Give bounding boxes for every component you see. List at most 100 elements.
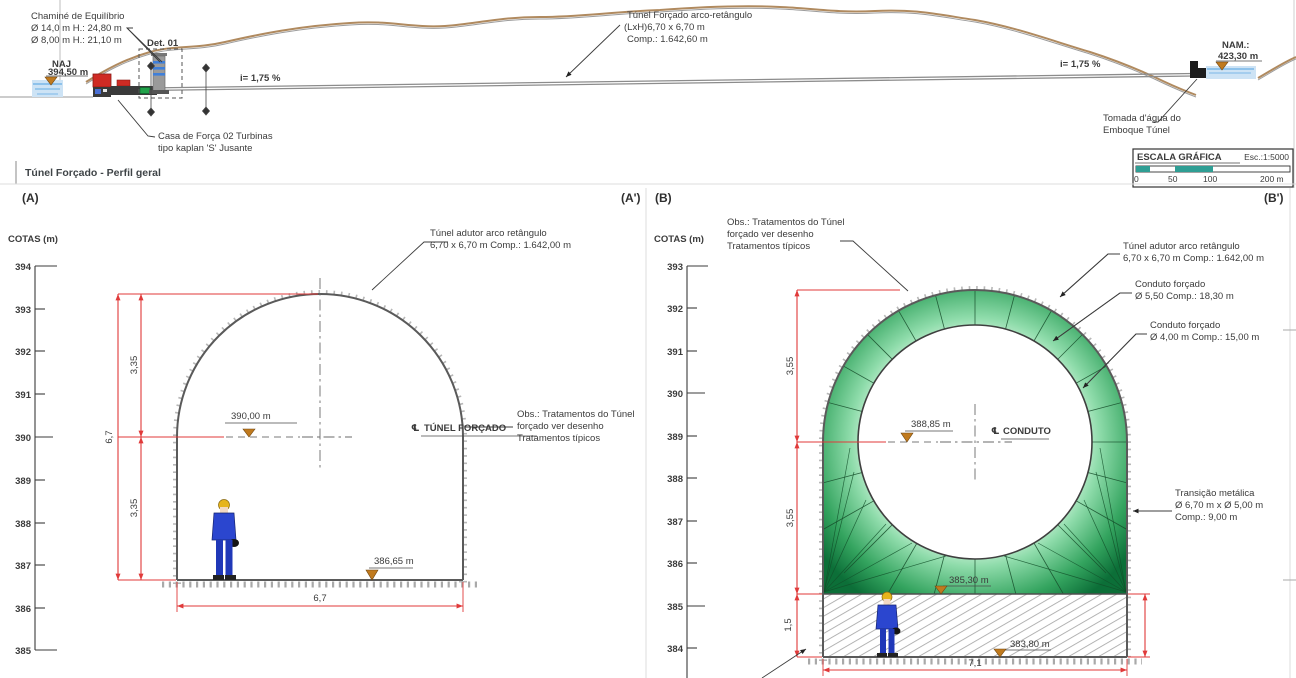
elev-b-floor: 383,80 m — [1010, 639, 1050, 650]
section-a-header: (A) — [22, 191, 39, 205]
tunnel-outline-b — [808, 286, 1142, 665]
elev-b-green: 385,30 m — [949, 575, 989, 586]
elev-a-floor: 386,65 m — [374, 556, 414, 567]
dim-a-width: 6,7 — [313, 593, 326, 604]
labels-a: Túnel adutor arco retângulo 6,70 x 6,70 … — [371, 228, 635, 444]
powerhouse-line1: Casa de Força 02 Turbinas — [158, 131, 273, 142]
bottom-left-leader — [761, 648, 807, 678]
survey-markers — [146, 61, 211, 117]
intake-block — [1190, 61, 1206, 78]
concrete-fill-hatch — [824, 594, 1126, 657]
elev-a-center: 390,00 m — [231, 411, 271, 422]
tunnel-a-label2: 6,70 x 6,70 m Comp.: 1.642,00 m — [430, 240, 571, 251]
cl-symbol-b: ℄ — [991, 426, 1000, 437]
obs-a-line2: forçado ver desenho — [517, 421, 604, 432]
cota-a-393: 393 — [15, 305, 31, 316]
cota-a-385: 385 — [15, 646, 32, 657]
elev-38885-marker — [900, 432, 914, 443]
powerhouse-line2: tipo kaplan 'S' Jusante — [158, 143, 252, 154]
cotas-axis-a: COTAS (m) 394 393 392 391 390 389 388 38… — [8, 234, 58, 657]
tunnel-alignment — [0, 72, 1195, 98]
naj-label: NAJ — [52, 59, 71, 70]
dim-a-lower: 3,35 — [129, 499, 140, 518]
tailwater-naj: NAJ 394,50 m — [32, 59, 88, 97]
conduto1-line1: Conduto forçado — [1135, 279, 1205, 290]
tunnel-a-leader — [371, 241, 448, 291]
profile-view: NAJ 394,50 m Det. 01 — [0, 0, 1296, 188]
scale-segment — [1136, 166, 1150, 172]
centerline-a: 390,00 m ℄ TÚNEL FORÇADO 386,65 m — [225, 278, 537, 581]
dim-b-fill: 1,5 — [783, 618, 794, 631]
dimensions-b: 3,55 3,55 1,5 7,1 — [783, 289, 1150, 676]
section-b-header: (B) — [655, 191, 672, 205]
cota-b-384: 384 — [667, 644, 684, 655]
cotas-a-label: COTAS (m) — [8, 234, 58, 245]
cota-a-386: 386 — [15, 604, 31, 615]
scale-tick-0: 0 — [1134, 174, 1139, 184]
cota-a-389: 389 — [15, 476, 31, 487]
scale-tick-100: 100 — [1203, 174, 1217, 184]
cota-b-389: 389 — [667, 432, 683, 443]
penstock-line3: Comp.: 1.642,60 m — [627, 34, 708, 45]
dim-b-width: 7,1 — [968, 658, 981, 669]
labels-b: Obs.: Tratamentos do Túnel forçado ver d… — [727, 217, 1264, 678]
obs-b-line3: Tratamentos típicos — [727, 241, 810, 252]
obs-b-line1: Obs.: Tratamentos do Túnel — [727, 217, 845, 228]
intake-structure: NAM.: 423,30 m Tomada d'água do Emboque … — [1103, 40, 1262, 136]
scale-segment — [1175, 166, 1213, 172]
nam-value: 423,30 m — [1218, 51, 1258, 62]
cota-a-390: 390 — [15, 433, 31, 444]
tunnel-b-label1: Túnel adutor arco retângulo — [1123, 241, 1240, 252]
cota-b-387: 387 — [667, 517, 683, 528]
conduto1-line2: Ø 5,50 Comp.: 18,30 m — [1135, 291, 1234, 302]
naj-value: 394,50 m — [48, 67, 88, 78]
penstock-leader — [565, 24, 621, 78]
conduto2-line1: Conduto forçado — [1150, 320, 1220, 331]
section-b-view: COTAS (m) 393 392 391 390 389 388 387 38… — [654, 217, 1264, 678]
cota-a-387: 387 — [15, 561, 31, 572]
cl-text-b: CONDUTO — [1003, 426, 1051, 437]
cl-text-a: TÚNEL FORÇADO — [424, 422, 506, 434]
obs-b-leader — [840, 240, 909, 292]
scale-title: ESCALA GRÁFICA — [1137, 152, 1222, 163]
cota-b-385: 385 — [667, 602, 684, 613]
nam-label: NAM.: — [1222, 40, 1249, 51]
cl-symbol-a: ℄ — [411, 423, 420, 434]
profile-title: Túnel Forçado - Perfil geral — [25, 167, 161, 179]
intake-line1: Tomada d'água do — [1103, 113, 1181, 124]
slope-label-right: i= 1,75 % — [1060, 59, 1101, 70]
cota-b-390: 390 — [667, 389, 683, 400]
detail-01-label: Det. 01 — [147, 38, 179, 49]
powerhouse-label: Casa de Força 02 Turbinas tipo kaplan 'S… — [117, 99, 273, 154]
cota-a-394: 394 — [15, 262, 32, 273]
cota-a-388: 388 — [15, 519, 31, 530]
intake-leader — [1152, 78, 1198, 123]
elev-38530-marker — [934, 585, 948, 595]
scale-ratio: Esc.:1:5000 — [1244, 152, 1289, 162]
cotas-axis-b: COTAS (m) 393 392 391 390 389 388 387 38… — [654, 234, 708, 678]
section-a-view: COTAS (m) 394 393 392 391 390 389 388 38… — [8, 228, 635, 657]
chamine-label: Chaminé de Equilíbrio Ø 14,0 m H.: 24,80… — [31, 11, 163, 63]
penstock-line2: (LxH)6,70 x 6,70 m — [624, 22, 705, 33]
worker-figure-a — [211, 499, 239, 580]
elev-38380-marker — [993, 648, 1007, 658]
scale-tick-50: 50 — [1168, 174, 1178, 184]
dim-b-lower: 3,55 — [785, 509, 796, 528]
cota-b-391: 391 — [667, 347, 684, 358]
dim-b-upper: 3,55 — [785, 357, 796, 376]
elev-390-marker — [242, 428, 256, 438]
powerhouse — [92, 73, 157, 97]
surge-chimney: Det. 01 — [138, 38, 183, 99]
nam-elevation-marker — [1215, 61, 1229, 71]
section-b-header-end: (B') — [1264, 191, 1284, 205]
dim-a-total: 6,7 — [104, 430, 115, 443]
dim-a-upper: 3,35 — [129, 356, 140, 375]
slope-label-left: i= 1,75 % — [240, 73, 281, 84]
centerline-b: 388,85 m ℄ CONDUTO 385,30 m 383,80 m — [888, 404, 1051, 658]
conduto2-line2: Ø 4,00 m Comp.: 15,00 m — [1150, 332, 1259, 343]
cota-b-393: 393 — [667, 262, 683, 273]
tunnel-b-leader — [1061, 253, 1120, 296]
cota-b-392: 392 — [667, 304, 683, 315]
obs-a-line1: Obs.: Tratamentos do Túnel — [517, 409, 635, 420]
